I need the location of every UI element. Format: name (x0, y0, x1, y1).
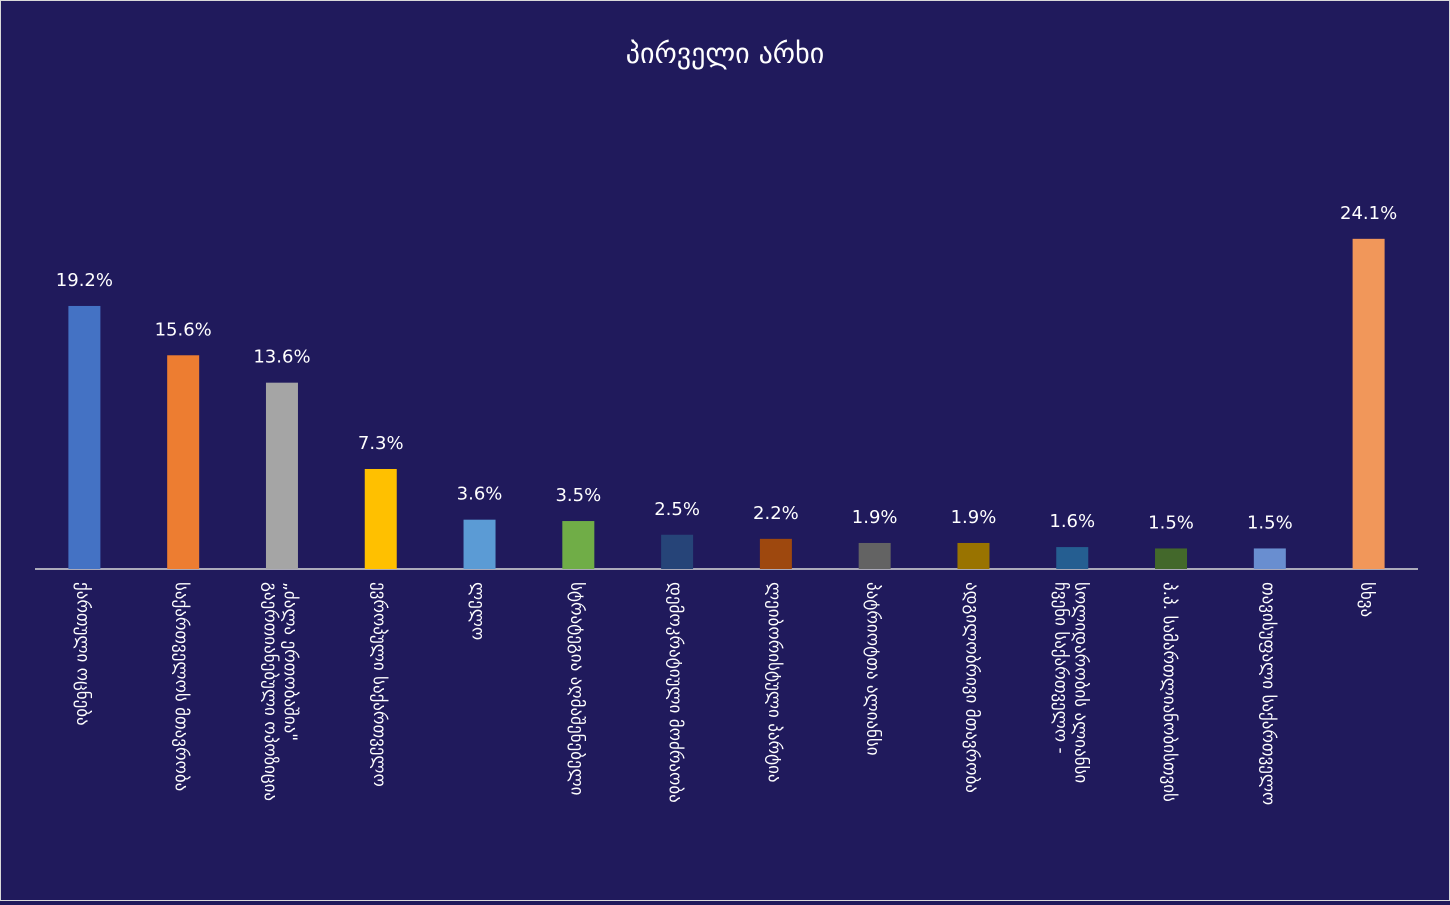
bar (463, 519, 496, 569)
x-tick-label-group: ლელო (468, 582, 488, 640)
x-tick-label-group: ქართული ოცნება (72, 582, 92, 726)
data-label: 2.5% (654, 499, 700, 520)
bar (759, 538, 792, 569)
x-tick-label: სტრატეგია აღმაშენებელი (566, 582, 586, 795)
x-tick-label: პატრიოტთა ალიანსი (863, 582, 883, 756)
data-label: 24.1% (1340, 203, 1397, 224)
x-tick-label: ადგილობრივი მთავრობა (961, 582, 981, 793)
bar (858, 542, 891, 569)
x-tick-label: დემოკრატიული მოძრაობა (665, 582, 685, 803)
bar (1253, 548, 1286, 569)
x-tick-label: ლეიბორისტული პარტია (764, 582, 784, 783)
bar (1352, 238, 1385, 569)
data-label: 1.5% (1247, 512, 1293, 533)
bar (1056, 547, 1089, 569)
x-tick-label: ჩვენი საქართველო -სოლიდარობის ალიანსი (1050, 582, 1090, 783)
x-tick-label-group: ჩვენი საქართველო -სოლიდარობის ალიანსი (1050, 582, 1090, 783)
x-tick-label: თავისუფალი საქართველო (1258, 582, 1278, 805)
x-tick-label-group: სხვა (1357, 582, 1377, 617)
data-label: 3.6% (457, 484, 503, 505)
x-tick-label-group: პ.პ. სამართლიანობისთვის (1159, 582, 1179, 802)
x-tick-label-group: ლეიბორისტული პარტია (764, 582, 784, 783)
x-tick-label-group: დემოკრატიული მოძრაობა (665, 582, 685, 803)
bar (167, 355, 200, 569)
x-tick-label: ლელო (468, 582, 488, 640)
bar (1155, 548, 1188, 569)
data-label: 2.2% (753, 503, 799, 524)
x-tick-label: სხვა (1357, 582, 1377, 617)
x-tick-label: გაერთიანებული ოპოზიცია„ძალა ერთობაშია" (260, 582, 300, 801)
data-label: 19.2% (56, 270, 113, 291)
data-label: 13.6% (253, 347, 310, 368)
x-tick-label-group: ადგილობრივი მთავრობა (961, 582, 981, 793)
x-tick-label-group: გაერთიანებული ოპოზიცია„ძალა ერთობაშია" (260, 582, 300, 801)
x-tick-label: საქართველოს მთავრობა (171, 582, 191, 791)
data-label: 1.9% (852, 507, 898, 528)
bar (265, 382, 298, 569)
data-label: 1.5% (1148, 512, 1194, 533)
bar (68, 305, 101, 569)
bar (957, 542, 990, 569)
x-tick-label: ქართული ოცნება (72, 582, 92, 726)
x-tick-label-group: საქართველოს მთავრობა (171, 582, 191, 791)
data-label: 15.6% (155, 319, 212, 340)
chart-title: პირველი არხი (626, 37, 824, 70)
data-label: 7.3% (358, 433, 404, 454)
x-tick-label: პ.პ. სამართლიანობისთვის (1159, 582, 1179, 802)
data-label: 1.6% (1049, 511, 1095, 532)
x-tick-label-group: სტრატეგია აღმაშენებელი (566, 582, 586, 795)
data-label: 1.9% (951, 507, 997, 528)
x-tick-label-group: პატრიოტთა ალიანსი (863, 582, 883, 756)
bar (364, 468, 397, 569)
data-label: 3.5% (555, 485, 601, 506)
bar (562, 521, 595, 569)
x-tick-label: ევროპული საქართველო (369, 582, 389, 787)
x-tick-label-group: თავისუფალი საქართველო (1258, 582, 1278, 805)
bar (661, 534, 694, 569)
x-tick-label-group: ევროპული საქართველო (369, 582, 389, 787)
